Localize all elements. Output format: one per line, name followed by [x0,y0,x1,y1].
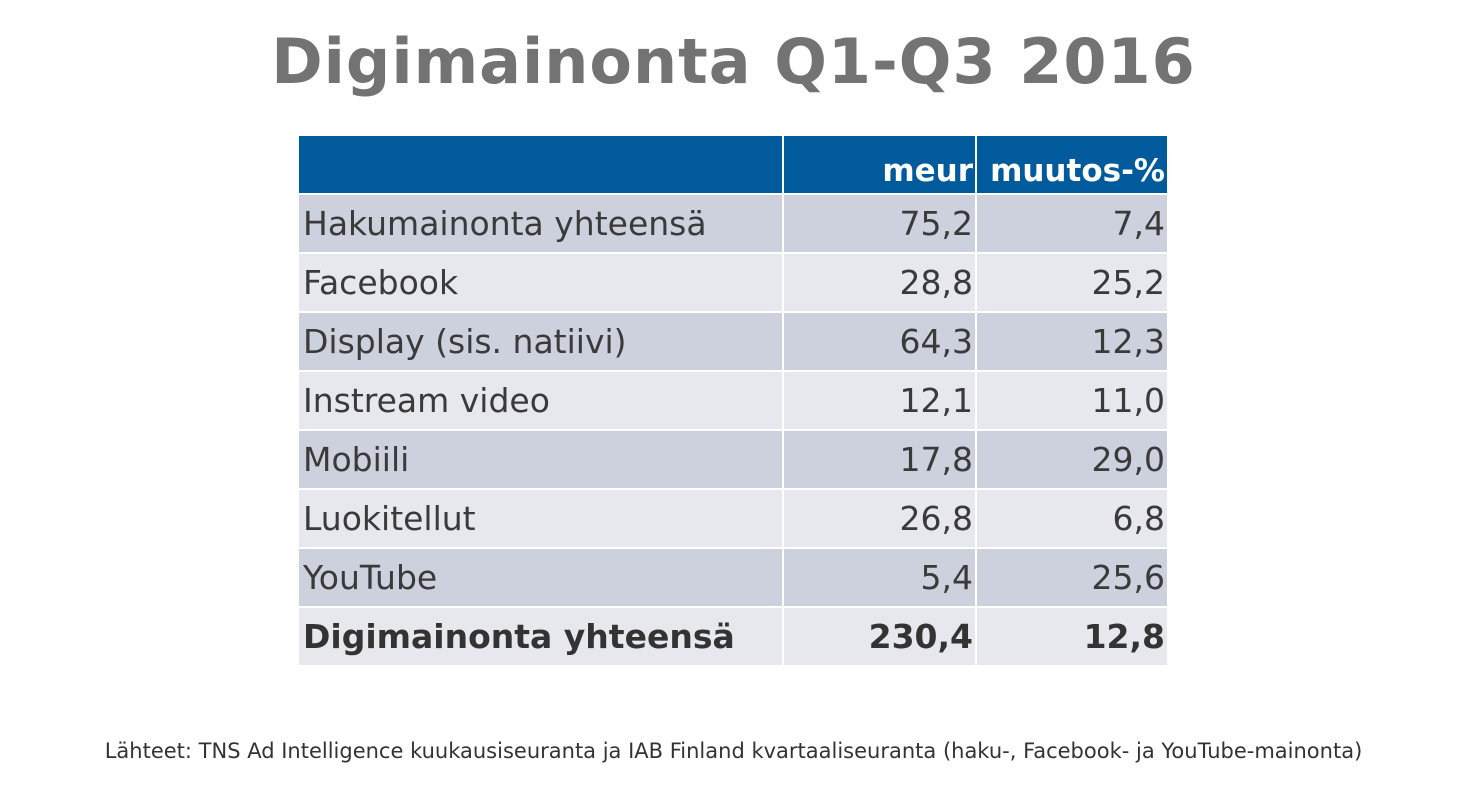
header-change-percent: muutos-% [976,136,1167,195]
row-meur: 64,3 [783,312,977,372]
row-meur: 28,8 [783,253,977,313]
header-label [299,136,784,195]
table-row: Display (sis. natiivi) 64,3 12,3 [299,312,1167,372]
row-label: Facebook [299,253,784,313]
table-row: Luokitellut 26,8 6,8 [299,489,1167,549]
row-label: Hakumainonta yhteensä [299,194,784,254]
row-meur: 5,4 [783,548,977,608]
table-header-row: meur muutos-% [299,136,1167,195]
row-label: Display (sis. natiivi) [299,312,784,372]
page-title: Digimainonta Q1-Q3 2016 [271,25,1196,98]
table-row: Hakumainonta yhteensä 75,2 7,4 [299,194,1167,254]
total-label: Digimainonta yhteensä [299,607,784,667]
header-meur: meur [783,136,977,195]
total-change: 12,8 [976,607,1167,667]
total-meur: 230,4 [783,607,977,667]
row-label: YouTube [299,548,784,608]
source-note: Lähteet: TNS Ad Intelligence kuukausiseu… [104,739,1363,763]
row-change: 25,2 [976,253,1167,313]
row-meur: 12,1 [783,371,977,431]
table-row: Instream video 12,1 11,0 [299,371,1167,431]
row-meur: 75,2 [783,194,977,254]
row-change: 11,0 [976,371,1167,431]
table-total-row: Digimainonta yhteensä 230,4 12,8 [299,607,1167,667]
row-change: 7,4 [976,194,1167,254]
row-meur: 26,8 [783,489,977,549]
row-meur: 17,8 [783,430,977,490]
row-label: Mobiili [299,430,784,490]
row-label: Instream video [299,371,784,431]
row-change: 12,3 [976,312,1167,372]
row-change: 25,6 [976,548,1167,608]
table-row: YouTube 5,4 25,6 [299,548,1167,608]
row-change: 6,8 [976,489,1167,549]
row-change: 29,0 [976,430,1167,490]
table-row: Mobiili 17,8 29,0 [299,430,1167,490]
ad-spend-table: meur muutos-% Hakumainonta yhteensä 75,2… [299,136,1167,667]
row-label: Luokitellut [299,489,784,549]
table-row: Facebook 28,8 25,2 [299,253,1167,313]
